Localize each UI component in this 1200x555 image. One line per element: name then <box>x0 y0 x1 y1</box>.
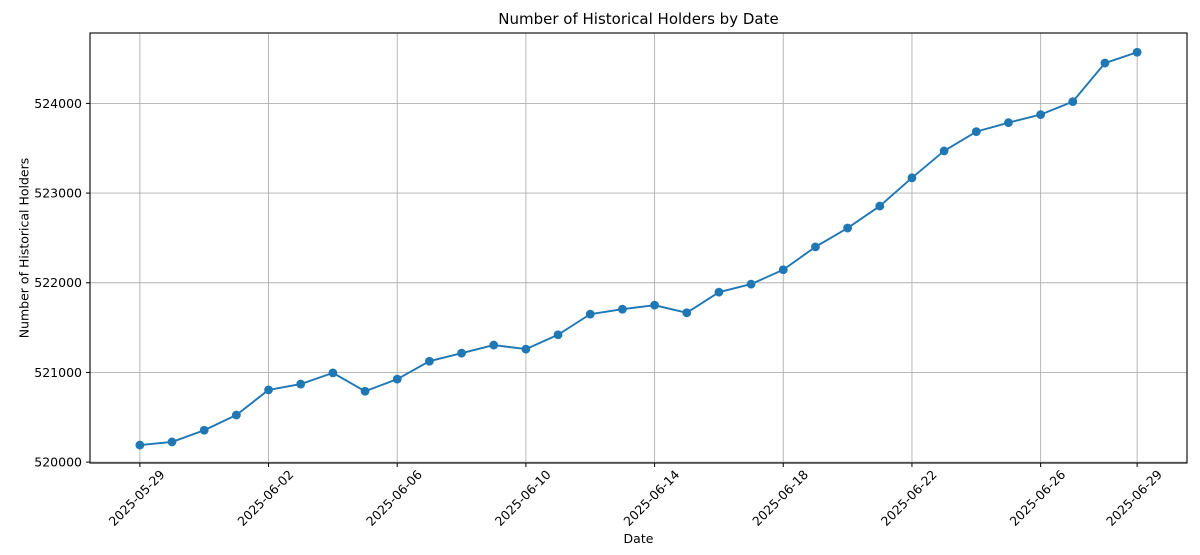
y-tick-label: 522000 <box>34 275 82 290</box>
data-point-marker <box>167 437 177 447</box>
y-axis-label: Number of Historical Holders <box>16 157 32 339</box>
data-point-marker <box>875 201 885 211</box>
data-point-marker <box>778 265 788 275</box>
data-point-marker <box>457 348 466 358</box>
x-tick-label: 2025-06-26 <box>1006 467 1068 529</box>
x-tick-label: 2025-05-29 <box>106 467 168 529</box>
data-point-marker <box>553 330 563 340</box>
y-tick-label: 520000 <box>34 455 82 470</box>
x-tick-label: 2025-06-22 <box>878 467 940 529</box>
data-point-marker <box>296 379 306 389</box>
data-point-marker <box>392 374 402 384</box>
data-point-marker <box>714 287 724 297</box>
data-line <box>139 51 1138 447</box>
y-tick-label: 521000 <box>34 365 82 380</box>
data-point-marker <box>328 368 338 378</box>
data-point-marker <box>1004 118 1013 128</box>
x-tick-label: 2025-06-29 <box>1103 467 1165 529</box>
chart-title: Number of Historical Holders by Date <box>498 10 779 28</box>
plot-border <box>89 32 1188 464</box>
x-tick-label: 2025-06-18 <box>749 467 811 529</box>
data-point-marker <box>264 385 273 395</box>
data-point-marker <box>811 242 820 252</box>
y-tick-label: 524000 <box>34 96 82 111</box>
data-point-marker <box>1068 97 1078 107</box>
data-point-marker <box>489 340 499 350</box>
y-tick-label: 523000 <box>34 186 82 201</box>
data-point-marker <box>682 308 692 318</box>
data-point-marker <box>585 309 595 319</box>
data-point-marker <box>939 146 949 156</box>
data-point-marker <box>746 279 756 289</box>
data-point-marker <box>650 300 659 310</box>
data-point-marker <box>971 127 981 137</box>
data-point-marker <box>618 304 627 314</box>
x-tick-label: 2025-06-02 <box>234 467 296 529</box>
data-point-marker <box>231 410 241 420</box>
x-axis-label: Date <box>623 531 654 546</box>
data-point-marker <box>1132 47 1142 57</box>
data-point-marker <box>135 440 145 450</box>
data-point-marker <box>360 386 370 396</box>
x-tick-label: 2025-06-14 <box>620 467 682 529</box>
data-point-marker <box>843 223 853 233</box>
data-point-marker <box>1036 110 1046 120</box>
data-point-marker <box>521 344 531 354</box>
data-point-marker <box>424 356 434 366</box>
data-point-marker <box>199 425 209 435</box>
data-point-marker <box>907 173 917 183</box>
x-tick-label: 2025-06-10 <box>492 467 554 529</box>
x-tick-label: 2025-06-06 <box>363 467 425 529</box>
data-point-marker <box>1100 58 1110 68</box>
